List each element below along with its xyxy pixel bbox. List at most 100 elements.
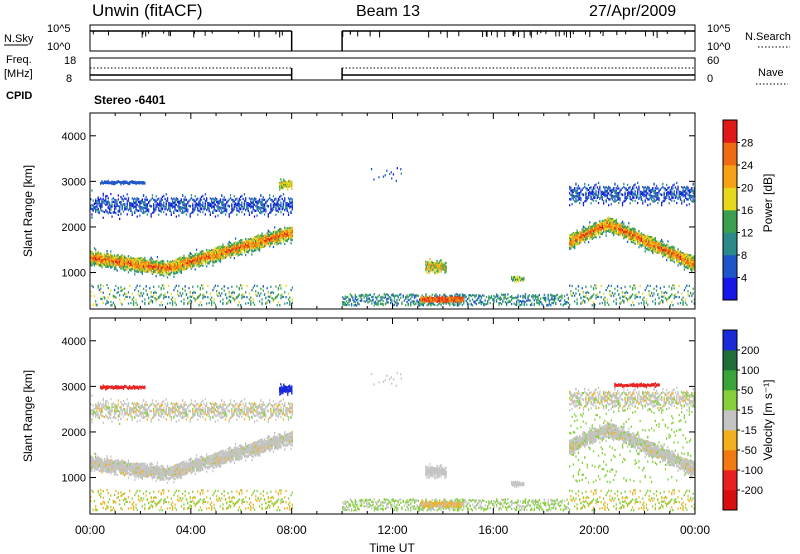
power-cell: [148, 302, 150, 305]
power-cell: [183, 257, 185, 260]
power-cell: [159, 267, 161, 270]
power-cell: [252, 207, 254, 210]
power-cell: [153, 204, 155, 207]
power-cell: [213, 204, 215, 207]
power-cell: [209, 256, 211, 259]
power-cell: [137, 198, 140, 201]
power-cell: [216, 198, 218, 201]
power-cell: [222, 198, 224, 201]
power-cell: [127, 208, 130, 211]
power-cell: [284, 228, 286, 232]
power-cell: [260, 234, 262, 237]
power-cell: [253, 243, 256, 246]
power-cell: [168, 273, 170, 276]
power-cell: [245, 243, 247, 246]
power-cell: [204, 193, 206, 196]
power-cell: [124, 204, 126, 207]
power-cell: [242, 293, 244, 296]
power-cell: [185, 293, 188, 296]
power-cell: [221, 211, 223, 214]
power-cell: [241, 204, 243, 207]
power-cell: [189, 205, 191, 208]
power-cell: [165, 193, 167, 196]
power-cell: [216, 260, 218, 263]
power-cell: [285, 229, 287, 232]
power-cell: [96, 200, 98, 203]
power-cell: [158, 207, 160, 210]
power-cell: [221, 252, 223, 255]
power-cell: [165, 213, 167, 216]
power-cell: [197, 203, 199, 207]
power-cell: [169, 209, 171, 212]
power-cell: [182, 203, 184, 206]
power-cell: [253, 241, 256, 244]
nave-tick-top: 60: [707, 55, 719, 67]
power-cell: [192, 294, 194, 298]
power-cell: [92, 204, 94, 207]
power-cell: [92, 209, 94, 212]
power-cell: [110, 289, 112, 292]
power-cell: [234, 244, 237, 247]
power-cell: [187, 302, 189, 305]
power-cell: [238, 244, 240, 247]
power-cell: [207, 251, 209, 254]
nsky-tick-bottom: 10^0: [47, 41, 71, 53]
power-cell: [159, 304, 161, 307]
power-cell: [269, 230, 271, 233]
power-cell: [236, 251, 238, 254]
power-cell: [140, 207, 142, 210]
power-cell: [166, 276, 169, 279]
power-cell: [168, 203, 170, 206]
power-cell: [150, 292, 152, 295]
power-cell: [206, 251, 208, 254]
power-cell: [229, 194, 232, 197]
power-cell: [97, 257, 99, 260]
power-cell: [270, 237, 272, 240]
power-cell: [137, 290, 140, 293]
power-cell: [105, 200, 107, 203]
power-cell: [261, 303, 263, 306]
power-cell: [284, 302, 286, 305]
power-cell: [163, 271, 165, 274]
power-cell: [150, 295, 152, 298]
power-cell: [165, 273, 167, 277]
power-cell: [195, 258, 198, 261]
power-cell: [251, 253, 253, 256]
power-cell: [570, 193, 572, 196]
power-cell: [222, 250, 224, 253]
power-cell: [261, 232, 263, 235]
power-cell: [107, 265, 109, 268]
power-cell: [120, 264, 122, 267]
power-cell: [271, 200, 273, 203]
power-cell: [161, 304, 164, 307]
power-cell: [158, 264, 160, 267]
power-cell: [163, 204, 165, 207]
power-cell: [275, 209, 277, 212]
power-cell: [270, 211, 272, 214]
power-cell: [112, 197, 114, 200]
power-cell: [107, 301, 109, 304]
power-cell: [96, 206, 98, 209]
power-cell: [184, 260, 186, 264]
power-cell: [279, 198, 281, 201]
power-cell: [282, 235, 285, 238]
power-cell: [241, 211, 243, 214]
power-cell: [115, 264, 117, 267]
power-cell: [148, 210, 150, 213]
power-cell: [233, 203, 235, 206]
power-cell: [110, 250, 112, 253]
power-cell: [248, 249, 251, 252]
power-cell: [92, 199, 94, 202]
power-cell: [270, 242, 272, 245]
power-cell: [226, 210, 228, 213]
power-cell: [211, 296, 213, 299]
power-cell: [241, 294, 243, 297]
power-cell: [110, 204, 112, 207]
power-cell: [199, 210, 201, 214]
power-cell: [572, 233, 574, 236]
power-cell: [113, 288, 116, 291]
power-cell: [265, 302, 267, 305]
power-cell: [571, 239, 573, 242]
power-cell: [284, 291, 286, 294]
power-cell: [150, 213, 152, 216]
